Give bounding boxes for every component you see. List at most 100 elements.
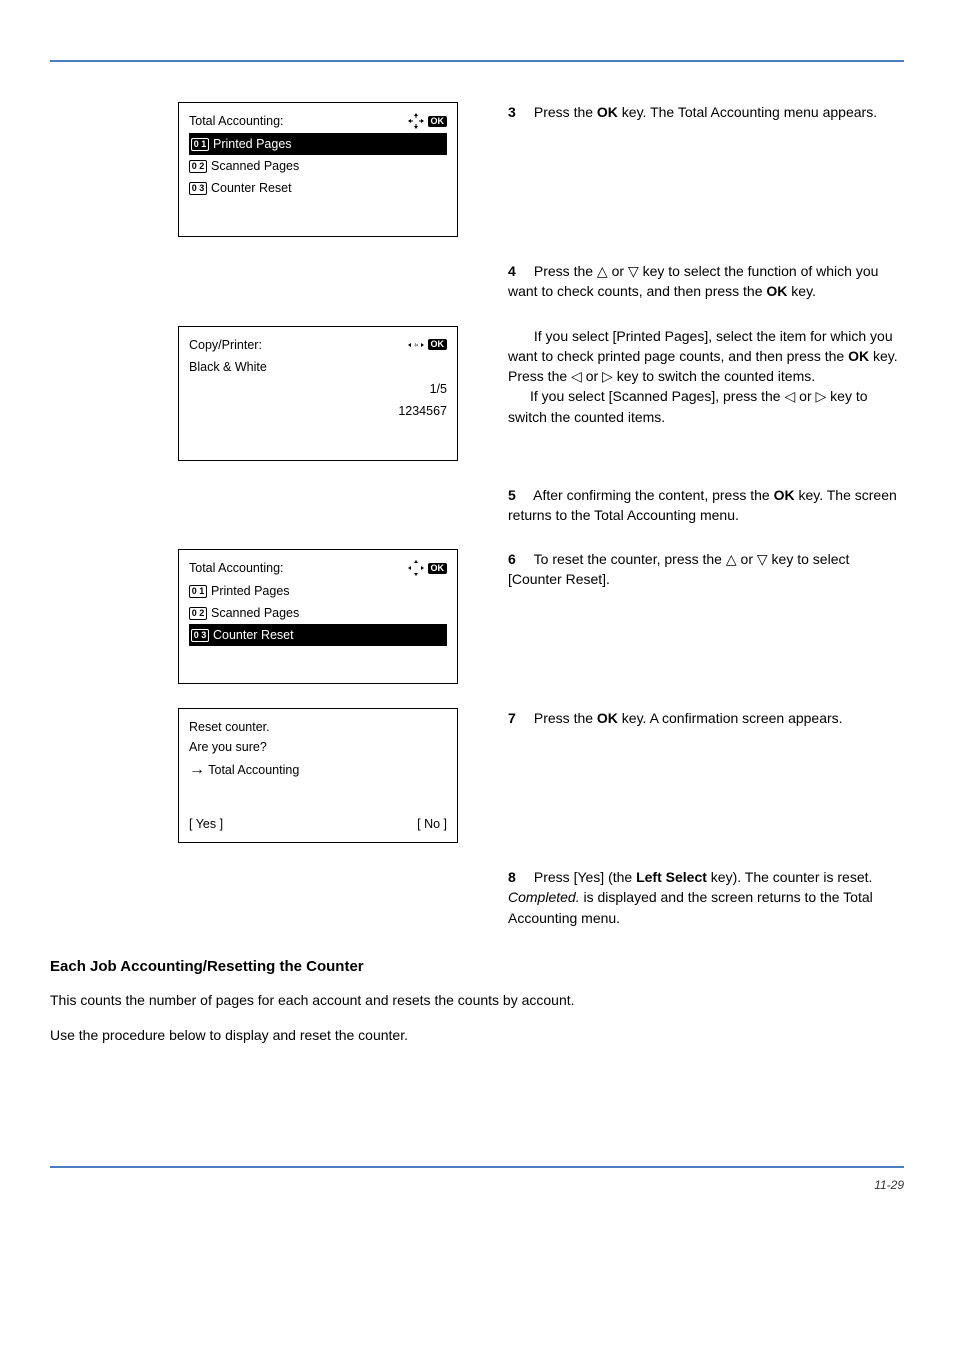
ok-icon: OK (428, 563, 448, 574)
lcd3-item-1-label: Printed Pages (211, 581, 290, 601)
step-4-num: 4 (508, 261, 530, 281)
t: Press the (534, 104, 597, 120)
section-heading: Each Job Accounting/Resetting the Counte… (50, 958, 904, 975)
nav-diamond-icon (408, 560, 424, 576)
step-4b-row: Copy/Printer: OK Black & White 1/5 12345… (50, 326, 904, 461)
t: Completed. (508, 889, 580, 905)
left-icon (784, 388, 795, 404)
t: Press the (534, 710, 597, 726)
num-box: 0 2 (189, 607, 207, 620)
step-7-row: Reset counter. Are you sure? → Total Acc… (50, 708, 904, 843)
page-number: 11-29 (0, 1168, 954, 1232)
lcd1-item-1-label: Printed Pages (213, 134, 292, 154)
t: Press the (534, 263, 597, 279)
lcd3-item-1: 0 1 Printed Pages (189, 580, 447, 602)
section-p1: This counts the number of pages for each… (50, 990, 904, 1011)
lcd1-title: Total Accounting: (189, 111, 284, 131)
step-4-text: 4 Press the or key to select the functio… (478, 261, 904, 302)
nav-lr-icon (408, 337, 424, 353)
t: OK (848, 348, 869, 364)
t: OK (774, 487, 795, 503)
page-body: Total Accounting: OK 0 1 Printed Pages 0… (0, 62, 954, 1046)
ok-icon: OK (428, 116, 448, 127)
step-5-row: 5 After confirming the content, press th… (50, 485, 904, 526)
lcd2-nav-icons: OK (408, 337, 448, 353)
t: or (795, 388, 815, 404)
up-icon (597, 263, 608, 279)
t: key to switch the counted items. (613, 368, 815, 384)
nav-diamond-icon (408, 113, 424, 129)
arrow-right-icon: → (189, 761, 205, 778)
right-icon (816, 388, 827, 404)
step-8-row: 8 Press [Yes] (the Left Select key). The… (50, 867, 904, 928)
lcd2-l3: 1234567 (189, 401, 447, 421)
step-3-row: Total Accounting: OK 0 1 Printed Pages 0… (50, 102, 904, 237)
lcd1-item-3: 0 3 Counter Reset (189, 177, 447, 199)
lcd4-l2: Are you sure? (189, 737, 447, 757)
lcd-confirm: Reset counter. Are you sure? → Total Acc… (178, 708, 458, 843)
t: or (582, 368, 602, 384)
t: key. The Total Accounting menu appears. (618, 104, 877, 120)
step-3-num: 3 (508, 102, 530, 122)
lcd4-l1: Reset counter. (189, 717, 447, 737)
section-p2: Use the procedure below to display and r… (50, 1025, 904, 1046)
lcd-total-accounting-1: Total Accounting: OK 0 1 Printed Pages 0… (178, 102, 458, 237)
num-box: 0 1 (189, 585, 207, 598)
t: or (737, 551, 757, 567)
lcd3-nav-icons: OK (408, 560, 448, 576)
t: OK (766, 283, 787, 299)
lcd1-item-2: 0 2 Scanned Pages (189, 155, 447, 177)
t: OK (597, 104, 618, 120)
t: Left Select (636, 869, 707, 885)
t: After confirming the content, press the (533, 487, 773, 503)
step-6-text: 6 To reset the counter, press the or key… (478, 549, 904, 684)
lcd4-no: [ No ] (417, 814, 447, 834)
step-6-row: Total Accounting: OK 0 1 Printed Pages 0… (50, 549, 904, 684)
lcd-copy-printer: Copy/Printer: OK Black & White 1/5 12345… (178, 326, 458, 461)
num-box: 0 3 (189, 182, 207, 195)
step-8-num: 8 (508, 867, 530, 887)
t: key. A confirmation screen appears. (618, 710, 843, 726)
lcd3-item-3-label: Counter Reset (213, 625, 294, 645)
t: If you select [Scanned Pages], press the (530, 388, 784, 404)
left-icon (571, 368, 582, 384)
lcd3-item-3: 0 3 Counter Reset (189, 624, 447, 646)
t: To reset the counter, press the (534, 551, 726, 567)
lcd3-item-2: 0 2 Scanned Pages (189, 602, 447, 624)
lcd4-l3: Total Accounting (208, 763, 299, 777)
step-7-text: 7 Press the OK key. A confirmation scree… (478, 708, 904, 843)
lcd3-title: Total Accounting: (189, 558, 284, 578)
step-4b-text: If you select [Printed Pages], select th… (478, 326, 904, 461)
lcd3-item-2-label: Scanned Pages (211, 603, 299, 623)
t: or (608, 263, 628, 279)
t: Press [Yes] (the (534, 869, 636, 885)
lcd2-l2: 1/5 (189, 379, 447, 399)
down-icon (757, 551, 768, 567)
lcd2-title: Copy/Printer: (189, 335, 262, 355)
step-4-row: 4 Press the or key to select the functio… (50, 261, 904, 302)
lcd1-item-2-label: Scanned Pages (211, 156, 299, 176)
t: key. (787, 283, 816, 299)
step-7-num: 7 (508, 708, 530, 728)
num-box: 0 3 (191, 629, 209, 642)
lcd1-item-1: 0 1 Printed Pages (189, 133, 447, 155)
num-box: 0 1 (191, 138, 209, 151)
step-5-num: 5 (508, 485, 530, 505)
lcd2-l1: Black & White (189, 357, 447, 377)
step-5-text: 5 After confirming the content, press th… (478, 485, 904, 526)
up-icon (726, 551, 737, 567)
right-icon (602, 368, 613, 384)
lcd4-yes: [ Yes ] (189, 814, 223, 834)
lcd1-item-3-label: Counter Reset (211, 178, 292, 198)
lcd1-nav-icons: OK (408, 113, 448, 129)
t: OK (597, 710, 618, 726)
step-8-text: 8 Press [Yes] (the Left Select key). The… (478, 867, 904, 928)
ok-icon: OK (428, 339, 448, 350)
t: key). The counter is reset. (707, 869, 872, 885)
num-box: 0 2 (189, 160, 207, 173)
down-icon (628, 263, 639, 279)
step-6-num: 6 (508, 549, 530, 569)
step-3-text: 3 Press the OK key. The Total Accounting… (478, 102, 904, 237)
t: If you select [Printed Pages], select th… (508, 328, 893, 364)
lcd-total-accounting-2: Total Accounting: OK 0 1 Printed Pages 0… (178, 549, 458, 684)
